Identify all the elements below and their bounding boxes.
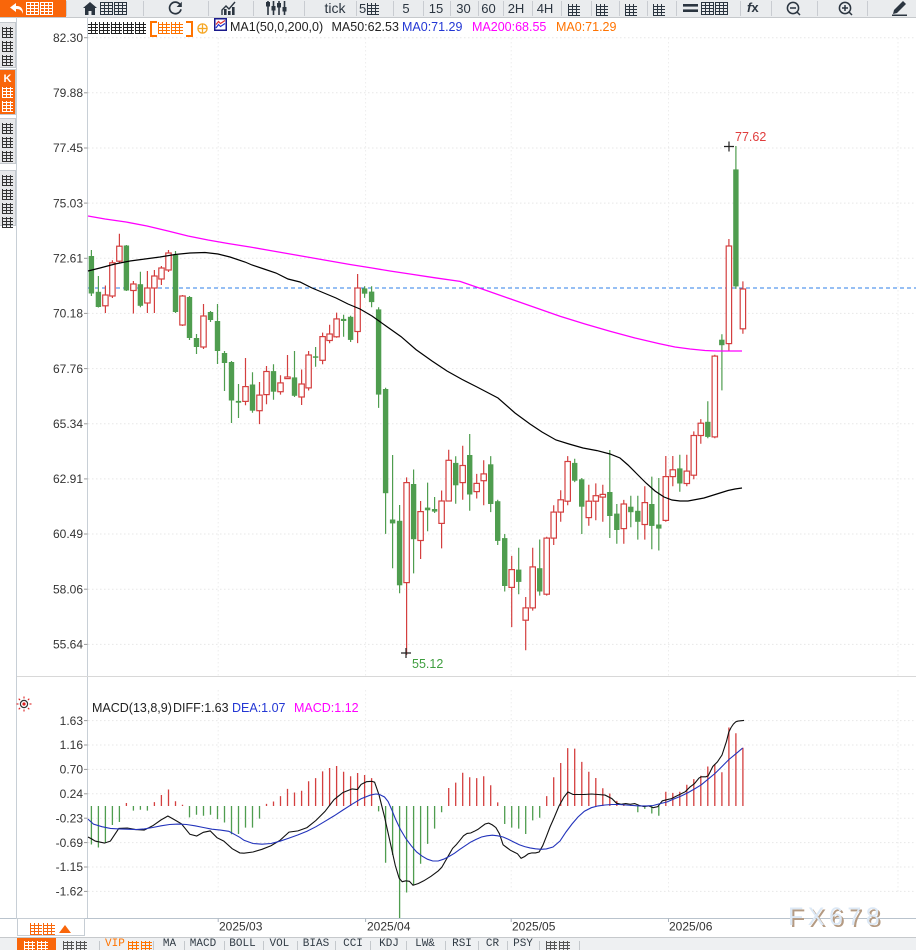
svg-text:62.91: 62.91	[53, 472, 83, 486]
svg-text:82.30: 82.30	[53, 31, 83, 45]
svg-text:0.24: 0.24	[60, 787, 84, 801]
svg-text:-1.62: -1.62	[56, 885, 84, 899]
svg-text:67.76: 67.76	[53, 362, 83, 376]
svg-text:DIFF:1.63: DIFF:1.63	[173, 701, 229, 715]
svg-text:FX678: FX678	[788, 903, 884, 931]
svg-text:60.49: 60.49	[53, 527, 83, 541]
svg-text:1.63: 1.63	[60, 714, 84, 728]
svg-text:72.61: 72.61	[53, 252, 83, 266]
svg-text:-1.15: -1.15	[56, 860, 84, 874]
svg-text:58.06: 58.06	[53, 582, 83, 596]
svg-text:70.18: 70.18	[53, 307, 83, 321]
svg-text:55.64: 55.64	[53, 638, 83, 652]
svg-text:-0.23: -0.23	[56, 811, 84, 825]
svg-text:1.16: 1.16	[60, 738, 84, 752]
svg-text:77.62: 77.62	[735, 130, 766, 144]
svg-text:77.45: 77.45	[53, 141, 83, 155]
svg-text:0.70: 0.70	[60, 763, 84, 777]
svg-text:75.03: 75.03	[53, 196, 83, 210]
svg-text:2025/04: 2025/04	[367, 920, 411, 934]
svg-text:65.34: 65.34	[53, 417, 83, 431]
svg-text:MACD(13,8,9): MACD(13,8,9)	[92, 701, 172, 715]
svg-text:-0.69: -0.69	[56, 836, 84, 850]
svg-text:2025/05: 2025/05	[512, 920, 556, 934]
svg-text:MACD:1.12: MACD:1.12	[294, 701, 359, 715]
svg-text:2025/03: 2025/03	[219, 920, 263, 934]
svg-text:DEA:1.07: DEA:1.07	[232, 701, 286, 715]
svg-text:FX678: FX678	[790, 905, 886, 933]
svg-text:2025/06: 2025/06	[669, 920, 713, 934]
svg-text:79.88: 79.88	[53, 86, 83, 100]
svg-text:55.12: 55.12	[412, 657, 443, 671]
